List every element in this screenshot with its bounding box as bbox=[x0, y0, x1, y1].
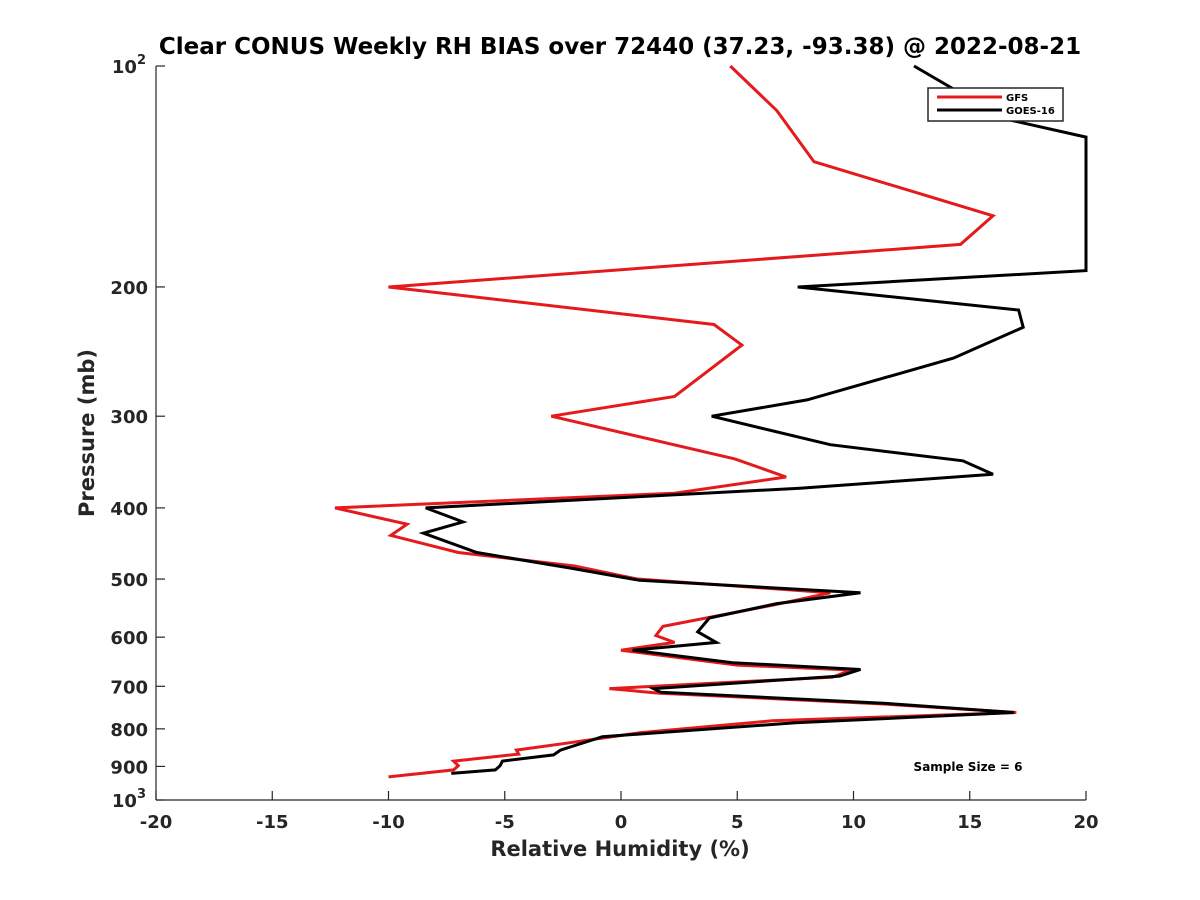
y-tick-label: 400 bbox=[110, 499, 148, 520]
x-tick-label: 5 bbox=[731, 812, 744, 833]
y-tick-label: 800 bbox=[110, 720, 148, 741]
y-tick-label: 900 bbox=[110, 757, 148, 778]
series-line-goes-16 bbox=[418, 64, 1088, 775]
x-ticks: -20 -15 -10 -5 0 5 10 15 20 bbox=[140, 791, 1099, 833]
x-tick-label: -5 bbox=[495, 812, 515, 833]
y-axis-label: Pressure (mb) bbox=[75, 349, 99, 517]
y-tick-label: 600 bbox=[110, 628, 148, 649]
x-tick-label: 20 bbox=[1073, 812, 1098, 833]
x-tick-label: -20 bbox=[140, 812, 173, 833]
x-tick-label: -15 bbox=[256, 812, 289, 833]
y-tick-label: 500 bbox=[110, 570, 148, 591]
legend: GFS GOES-16 bbox=[927, 87, 1064, 122]
x-axis-label: Relative Humidity (%) bbox=[490, 837, 749, 861]
plot-area bbox=[334, 64, 1088, 779]
y-ticks: 102 200 300 400 500 600 700 800 900 103 bbox=[110, 53, 165, 812]
y-tick-label: 102 bbox=[112, 53, 146, 78]
y-tick-label: 300 bbox=[110, 407, 148, 428]
x-tick-label: 0 bbox=[615, 812, 628, 833]
chart-title: Clear CONUS Weekly RH BIAS over 72440 (3… bbox=[159, 34, 1081, 60]
x-tick-label: 10 bbox=[841, 812, 866, 833]
legend-label: GOES-16 bbox=[1006, 106, 1055, 117]
sample-size-annotation: Sample Size = 6 bbox=[914, 760, 1023, 774]
legend-label: GFS bbox=[1006, 93, 1028, 104]
y-tick-label: 103 bbox=[112, 787, 146, 812]
x-tick-label: 15 bbox=[957, 812, 982, 833]
legend-box bbox=[927, 87, 1064, 122]
y-tick-label: 700 bbox=[110, 677, 148, 698]
x-tick-label: -10 bbox=[372, 812, 405, 833]
y-tick-label: 200 bbox=[110, 278, 148, 299]
